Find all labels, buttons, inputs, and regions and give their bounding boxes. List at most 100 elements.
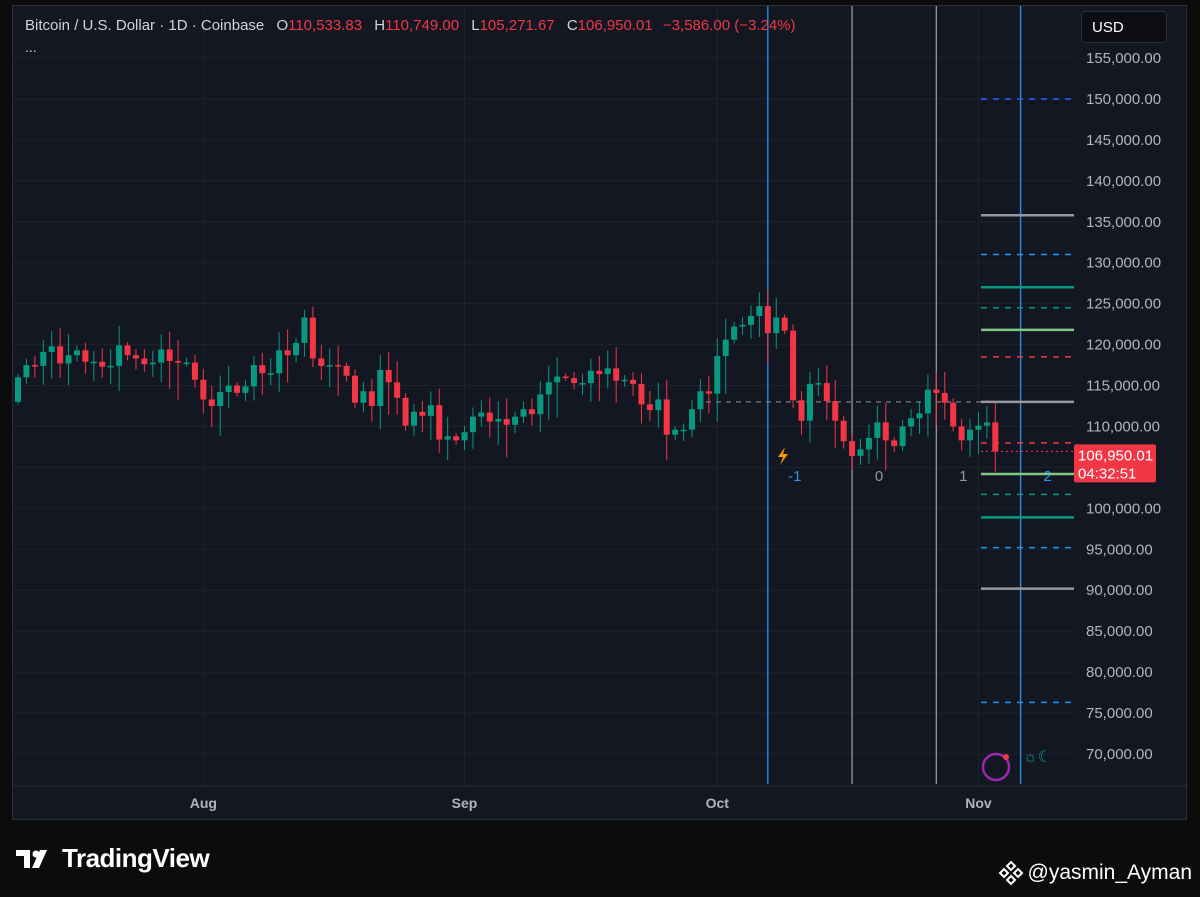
candle-body — [301, 317, 308, 343]
candle-body — [335, 365, 342, 367]
time-tick-label: Nov — [965, 795, 992, 811]
candle-body — [983, 422, 990, 426]
candle-body — [646, 404, 653, 411]
price-tick-label: 150,000.00 — [1086, 91, 1161, 108]
price-tick-label: 110,000.00 — [1086, 418, 1160, 435]
candle-body — [31, 365, 38, 367]
price-tick-label: 70,000.00 — [1086, 746, 1153, 763]
price-tick-label: 135,000.00 — [1086, 214, 1161, 231]
candle-body — [73, 350, 80, 356]
candle-body — [478, 412, 485, 417]
candle-body — [562, 376, 569, 379]
candle-body — [579, 383, 586, 385]
candle-body — [882, 422, 889, 441]
candle-body — [663, 399, 670, 435]
candle-body — [554, 376, 561, 383]
candle-body — [208, 399, 215, 406]
close-value: 106,950.01 — [577, 17, 653, 34]
candle-body — [764, 306, 771, 334]
price-tick-label: 130,000.00 — [1086, 255, 1161, 272]
candle-body — [309, 317, 316, 359]
candle-body — [57, 346, 64, 364]
candle-body — [655, 399, 662, 411]
candle-body — [343, 365, 350, 376]
candle-body — [394, 382, 401, 398]
price-tick-label: 140,000.00 — [1086, 173, 1161, 190]
candle-body — [924, 389, 931, 414]
candle-body — [116, 345, 123, 366]
candle-body — [806, 383, 813, 421]
low-value: 105,271.67 — [479, 17, 555, 34]
candle-body — [48, 346, 55, 352]
candle-body — [512, 416, 519, 425]
candle-body — [503, 419, 510, 425]
candle-body — [731, 326, 738, 340]
tradingview-logo: TradingView — [16, 843, 210, 874]
countdown-timer: 04:32:51 — [1078, 465, 1136, 482]
candle-body — [267, 373, 274, 375]
candle-body — [259, 365, 266, 374]
candle-body — [747, 315, 754, 325]
candle-body — [722, 339, 729, 357]
candle-body — [419, 411, 426, 416]
assistant-icon[interactable] — [981, 752, 1011, 782]
candle-body — [705, 391, 712, 394]
price-tick-label: 100,000.00 — [1086, 500, 1161, 517]
symbol-title[interactable]: Bitcoin / U.S. Dollar · 1D · Coinbase — [25, 17, 265, 34]
candle-body — [124, 345, 131, 356]
candle-body — [916, 413, 923, 419]
candle-body — [107, 365, 114, 368]
time-tick-label: Oct — [706, 795, 730, 811]
price-tick-label: 85,000.00 — [1086, 623, 1153, 640]
candle-body — [739, 324, 746, 327]
candle-body — [23, 365, 30, 378]
candle-body — [891, 440, 898, 447]
theme-toggle-icon[interactable]: ☼☾ — [1023, 749, 1052, 766]
candle-body — [571, 378, 578, 384]
candle-body — [823, 383, 830, 402]
price-tick-label: 80,000.00 — [1086, 664, 1153, 681]
time-tick-label: Aug — [190, 795, 217, 811]
open-value: 110,533.83 — [288, 17, 363, 34]
more-indicators-button[interactable]: ... — [25, 39, 37, 55]
candle-body — [790, 330, 797, 401]
lightning-icon — [778, 447, 788, 465]
candle-body — [242, 386, 249, 393]
candle-body — [250, 365, 257, 387]
candle-body — [495, 419, 502, 422]
candle-body — [469, 416, 476, 433]
price-tick-label: 125,000.00 — [1086, 296, 1161, 313]
chart-panel[interactable]: 155,000.00 150,000.00 145,000.00 140,000.00… — [12, 5, 1188, 821]
candle-body — [520, 409, 527, 417]
candle-body — [234, 385, 241, 393]
candle-body — [832, 401, 839, 421]
candle-body — [318, 358, 325, 366]
author-tag: @yasmin_Ayman — [998, 860, 1192, 886]
candle-body — [191, 362, 198, 380]
binance-icon — [998, 860, 1023, 886]
candle-body — [82, 350, 89, 362]
candle-body — [630, 379, 637, 384]
candle-body — [545, 382, 552, 395]
candle-body — [773, 317, 780, 334]
candle-body — [992, 422, 999, 452]
candle-body — [183, 362, 190, 365]
candle-body — [621, 379, 628, 382]
cycle-label: 1 — [959, 468, 967, 485]
candle-body — [360, 391, 367, 403]
candle-body — [326, 365, 333, 367]
currency-button[interactable]: USD — [1081, 11, 1167, 43]
candlestick-chart[interactable]: 155,000.00 150,000.00 145,000.00 140,000.00… — [13, 6, 1188, 821]
candle-body — [217, 392, 224, 406]
time-tick-label: Sep — [452, 795, 478, 811]
candle-body — [899, 426, 906, 447]
candle-body — [486, 412, 493, 422]
candle-body — [149, 362, 156, 365]
ohlc-legend: Bitcoin / U.S. Dollar · 1D · Coinbase O1… — [25, 17, 796, 34]
price-tick-label: 155,000.00 — [1086, 50, 1161, 67]
cycle-label: 0 — [875, 468, 883, 485]
candle-body — [175, 360, 182, 363]
candle-body — [638, 383, 645, 405]
price-tick-label: 120,000.00 — [1086, 337, 1161, 354]
candle-body — [15, 377, 21, 402]
